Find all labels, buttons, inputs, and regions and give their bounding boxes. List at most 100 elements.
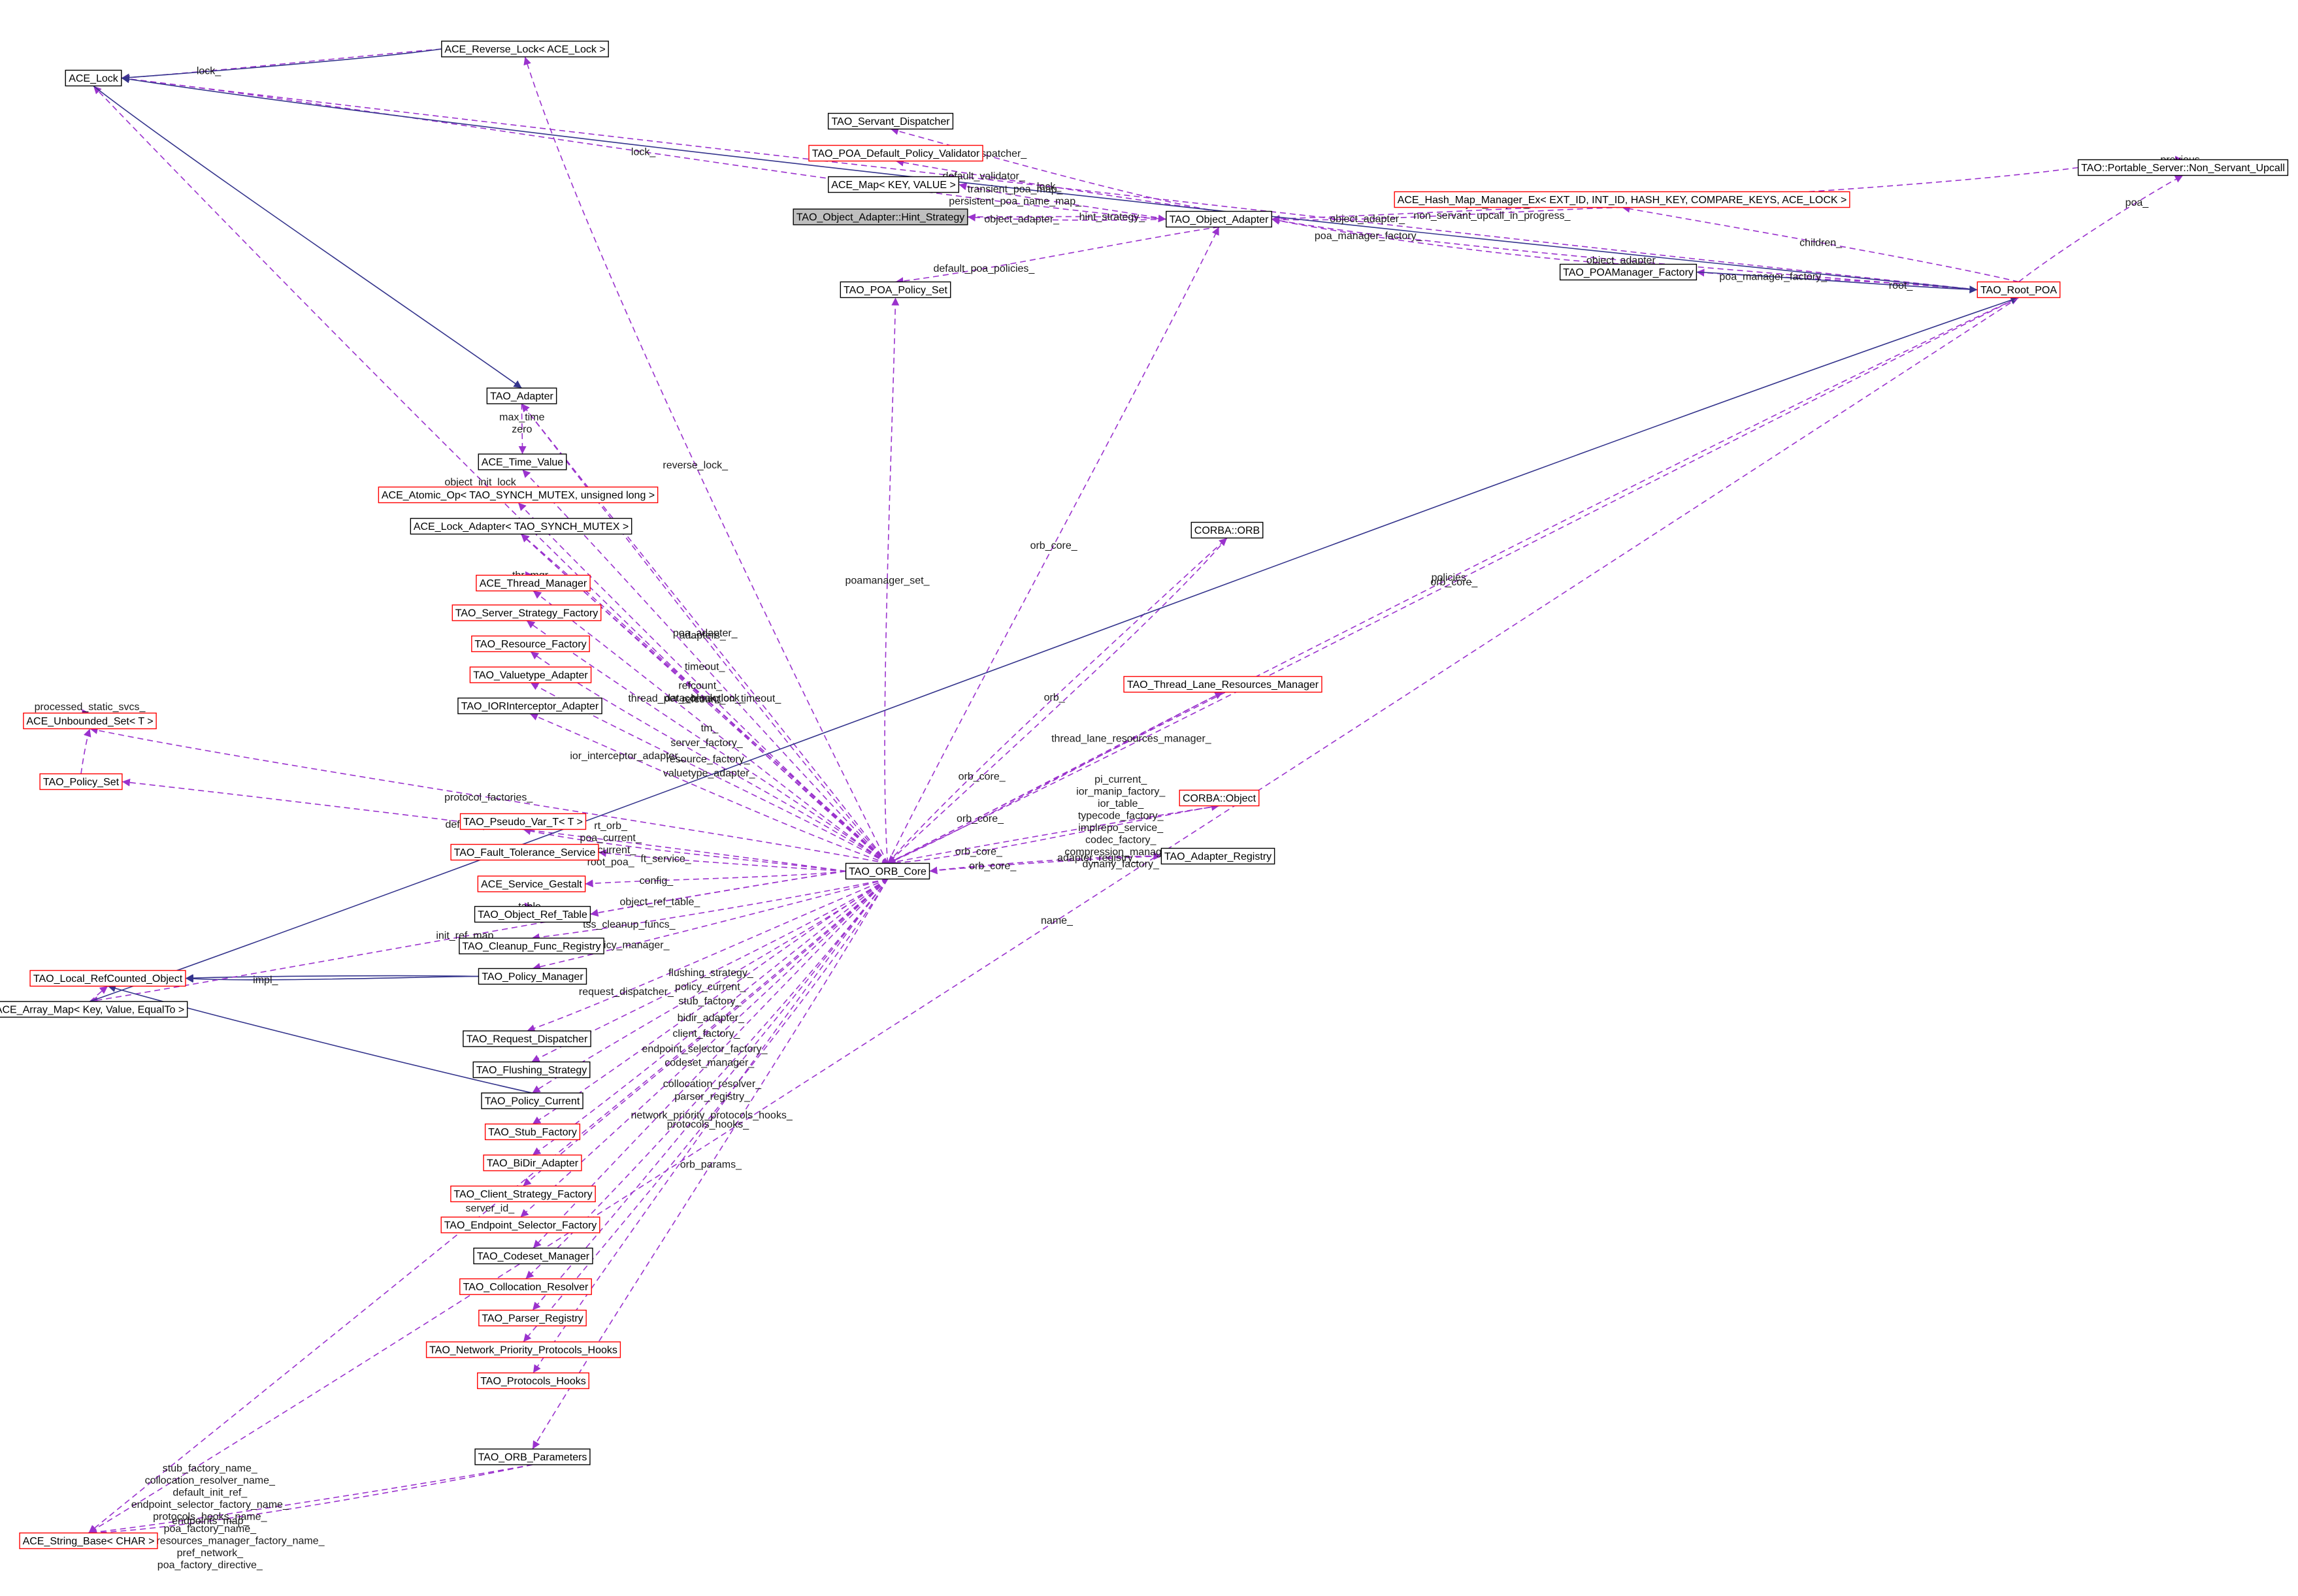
- svg-text:CORBA::Object: CORBA::Object: [1183, 793, 1256, 804]
- svg-text:TAO_Server_Strategy_Factory: TAO_Server_Strategy_Factory: [455, 608, 598, 619]
- svg-text:CORBA::ORB: CORBA::ORB: [1194, 525, 1260, 536]
- svg-text:stub_factory_: stub_factory_: [678, 996, 742, 1007]
- svg-text:ACE_Service_Gestalt: ACE_Service_Gestalt: [481, 879, 582, 890]
- svg-text:ACE_Lock_Adapter< TAO_SYNCH_MU: ACE_Lock_Adapter< TAO_SYNCH_MUTEX >: [414, 521, 629, 532]
- svg-text:poamanager_set_: poamanager_set_: [845, 575, 930, 586]
- svg-text:tm_: tm_: [701, 723, 719, 734]
- svg-text:non_servant_upcall_in_progress: non_servant_upcall_in_progress_: [1413, 210, 1571, 221]
- svg-text:zero: zero: [512, 424, 532, 435]
- svg-text:TAO_Object_Ref_Table: TAO_Object_Ref_Table: [478, 909, 587, 920]
- svg-text:ACE_Array_Map< Key, Value, Equ: ACE_Array_Map< Key, Value, EqualTo >: [0, 1005, 184, 1016]
- svg-text:persistent_poa_name_map_: persistent_poa_name_map_: [949, 196, 1082, 207]
- svg-text:TAO_Fault_Tolerance_Service: TAO_Fault_Tolerance_Service: [454, 847, 596, 858]
- svg-text:protocols_hooks_: protocols_hooks_: [667, 1119, 750, 1130]
- svg-text:server_id_: server_id_: [465, 1203, 515, 1214]
- svg-text:TAO_Local_RefCounted_Object: TAO_Local_RefCounted_Object: [33, 973, 183, 985]
- svg-text:ior_table_: ior_table_: [1098, 798, 1144, 809]
- svg-text:ACE_Hash_Map_Manager_Ex< EXT_I: ACE_Hash_Map_Manager_Ex< EXT_ID, INT_ID,…: [1398, 195, 1847, 206]
- svg-text:TAO_Object_Adapter::Hint_Strat: TAO_Object_Adapter::Hint_Strategy: [796, 212, 965, 223]
- svg-text:implrepo_service_: implrepo_service_: [1078, 822, 1164, 834]
- svg-text:TAO_Endpoint_Selector_Factory: TAO_Endpoint_Selector_Factory: [444, 1220, 597, 1231]
- svg-text:ACE_Atomic_Op< TAO_SYNCH_MUTEX: ACE_Atomic_Op< TAO_SYNCH_MUTEX, unsigned…: [382, 490, 655, 501]
- svg-text:ACE_Thread_Manager: ACE_Thread_Manager: [480, 578, 587, 589]
- svg-text:TAO_POAManager_Factory: TAO_POAManager_Factory: [1563, 267, 1694, 278]
- svg-text:TAO_POA_Policy_Set: TAO_POA_Policy_Set: [844, 285, 947, 296]
- svg-text:flushing_strategy_: flushing_strategy_: [668, 968, 754, 979]
- svg-text:poa_manager_factory_: poa_manager_factory_: [1315, 231, 1423, 242]
- svg-text:protocols_hooks_name_: protocols_hooks_name_: [153, 1511, 267, 1522]
- svg-text:codec_factory_: codec_factory_: [1085, 835, 1157, 846]
- svg-text:ACE_Reverse_Lock< ACE_Lock >: ACE_Reverse_Lock< ACE_Lock >: [444, 44, 605, 56]
- svg-text:protocol_factories_: protocol_factories_: [444, 792, 533, 804]
- svg-text:refcount_: refcount_: [678, 681, 723, 692]
- svg-text:collocation_resolver_name_: collocation_resolver_name_: [145, 1475, 276, 1486]
- svg-text:stub_factory_name_: stub_factory_name_: [163, 1463, 258, 1474]
- svg-text:TAO_ORB_Parameters: TAO_ORB_Parameters: [478, 1452, 587, 1463]
- svg-text:tss_cleanup_funcs_: tss_cleanup_funcs_: [583, 919, 676, 930]
- svg-text:ior_manip_factory_: ior_manip_factory_: [1076, 787, 1166, 798]
- svg-text:poa_factory_name_: poa_factory_name_: [164, 1523, 257, 1535]
- svg-text:poa_current_: poa_current_: [580, 833, 642, 844]
- svg-text:max_time: max_time: [499, 412, 544, 423]
- svg-text:adapters_: adapters_: [680, 630, 727, 641]
- svg-text:transient_poa_map_: transient_poa_map_: [968, 184, 1064, 195]
- svg-text:TAO_Resource_Factory: TAO_Resource_Factory: [474, 639, 586, 650]
- svg-text:lock_: lock_: [197, 66, 222, 77]
- svg-text:children_: children_: [1799, 238, 1843, 249]
- svg-text:TAO_Root_POA: TAO_Root_POA: [1980, 285, 2057, 296]
- svg-text:adapter_registry_: adapter_registry_: [1057, 853, 1140, 864]
- svg-text:TAO::Portable_Server::Non_Serv: TAO::Portable_Server::Non_Servant_Upcall: [2081, 163, 2285, 174]
- svg-text:TAO_Codeset_Manager: TAO_Codeset_Manager: [477, 1251, 590, 1262]
- svg-text:TAO_POA_Default_Policy_Validat: TAO_POA_Default_Policy_Validator: [812, 148, 980, 159]
- svg-text:name_: name_: [1041, 915, 1074, 926]
- svg-text:TAO_Parser_Registry: TAO_Parser_Registry: [482, 1313, 583, 1324]
- svg-text:poa_factory_directive_: poa_factory_directive_: [157, 1559, 263, 1571]
- svg-text:TAO_Client_Strategy_Factory: TAO_Client_Strategy_Factory: [453, 1189, 592, 1200]
- svg-text:codeset_manager_: codeset_manager_: [665, 1058, 755, 1069]
- svg-text:ACE_Map< KEY, VALUE >: ACE_Map< KEY, VALUE >: [831, 180, 956, 191]
- svg-text:object_adapter_: object_adapter_: [1330, 214, 1405, 225]
- svg-text:thread_lane_resources_manager_: thread_lane_resources_manager_: [1051, 734, 1212, 745]
- svg-text:TAO_Pseudo_Var_T< T >: TAO_Pseudo_Var_T< T >: [463, 817, 583, 828]
- svg-text:orb_core_: orb_core_: [957, 813, 1004, 824]
- svg-text:TAO_Adapter_Registry: TAO_Adapter_Registry: [1164, 851, 1272, 862]
- svg-text:parser_registry_: parser_registry_: [674, 1091, 751, 1102]
- svg-text:hint_strategy_: hint_strategy_: [1079, 212, 1146, 223]
- svg-text:timeout_: timeout_: [685, 662, 725, 673]
- svg-text:typecode_factory_: typecode_factory_: [1078, 811, 1164, 822]
- svg-text:impl_: impl_: [253, 975, 278, 986]
- svg-text:lock_: lock_: [631, 146, 656, 157]
- svg-text:endpoint_selector_factory_name: endpoint_selector_factory_name_: [131, 1499, 289, 1510]
- svg-text:orb_core_: orb_core_: [969, 861, 1017, 872]
- svg-text:TAO_Servant_Dispatcher: TAO_Servant_Dispatcher: [831, 116, 950, 127]
- svg-text:orb_core_: orb_core_: [1430, 577, 1478, 588]
- svg-text:data_block_lock_: data_block_lock_: [665, 692, 746, 704]
- svg-text:TAO_Policy_Manager: TAO_Policy_Manager: [482, 971, 583, 983]
- svg-text:ior_interceptor_adapter_: ior_interceptor_adapter_: [570, 751, 684, 762]
- svg-text:poa_manager_factory_: poa_manager_factory_: [1719, 272, 1828, 283]
- svg-text:collocation_resolver_: collocation_resolver_: [663, 1079, 762, 1090]
- svg-text:TAO_Request_Dispatcher: TAO_Request_Dispatcher: [467, 1034, 588, 1045]
- svg-text:orb_core_: orb_core_: [1030, 540, 1078, 551]
- svg-text:processed_static_svcs_: processed_static_svcs_: [35, 702, 146, 713]
- svg-text:TAO_Adapter: TAO_Adapter: [490, 391, 553, 402]
- svg-text:TAO_Object_Adapter: TAO_Object_Adapter: [1170, 214, 1269, 225]
- svg-text:reverse_lock_: reverse_lock_: [663, 460, 729, 471]
- svg-text:server_factory_: server_factory_: [670, 738, 743, 749]
- svg-text:bidir_adapter_: bidir_adapter_: [678, 1013, 745, 1024]
- svg-text:request_dispatcher_: request_dispatcher_: [579, 986, 674, 998]
- svg-text:TAO_Policy_Current: TAO_Policy_Current: [485, 1096, 580, 1107]
- svg-text:orb_core_: orb_core_: [959, 771, 1006, 782]
- svg-text:orb_: orb_: [1044, 692, 1066, 704]
- svg-text:orb_core_: orb_core_: [955, 846, 1003, 857]
- svg-text:TAO_Collocation_Resolver: TAO_Collocation_Resolver: [463, 1282, 589, 1293]
- svg-text:ft_service_: ft_service_: [640, 853, 691, 864]
- svg-text:TAO_BiDir_Adapter: TAO_BiDir_Adapter: [487, 1158, 579, 1169]
- svg-text:pref_network_: pref_network_: [177, 1548, 244, 1559]
- svg-text:ACE_Lock: ACE_Lock: [69, 73, 119, 84]
- svg-text:ACE_Unbounded_Set< T >: ACE_Unbounded_Set< T >: [26, 716, 153, 727]
- svg-text:default_poa_policies_: default_poa_policies_: [934, 263, 1036, 274]
- svg-text:endpoint_selector_factory_: endpoint_selector_factory_: [642, 1043, 768, 1054]
- svg-text:TAO_Flushing_Strategy: TAO_Flushing_Strategy: [476, 1065, 587, 1076]
- svg-text:root_: root_: [1889, 280, 1914, 291]
